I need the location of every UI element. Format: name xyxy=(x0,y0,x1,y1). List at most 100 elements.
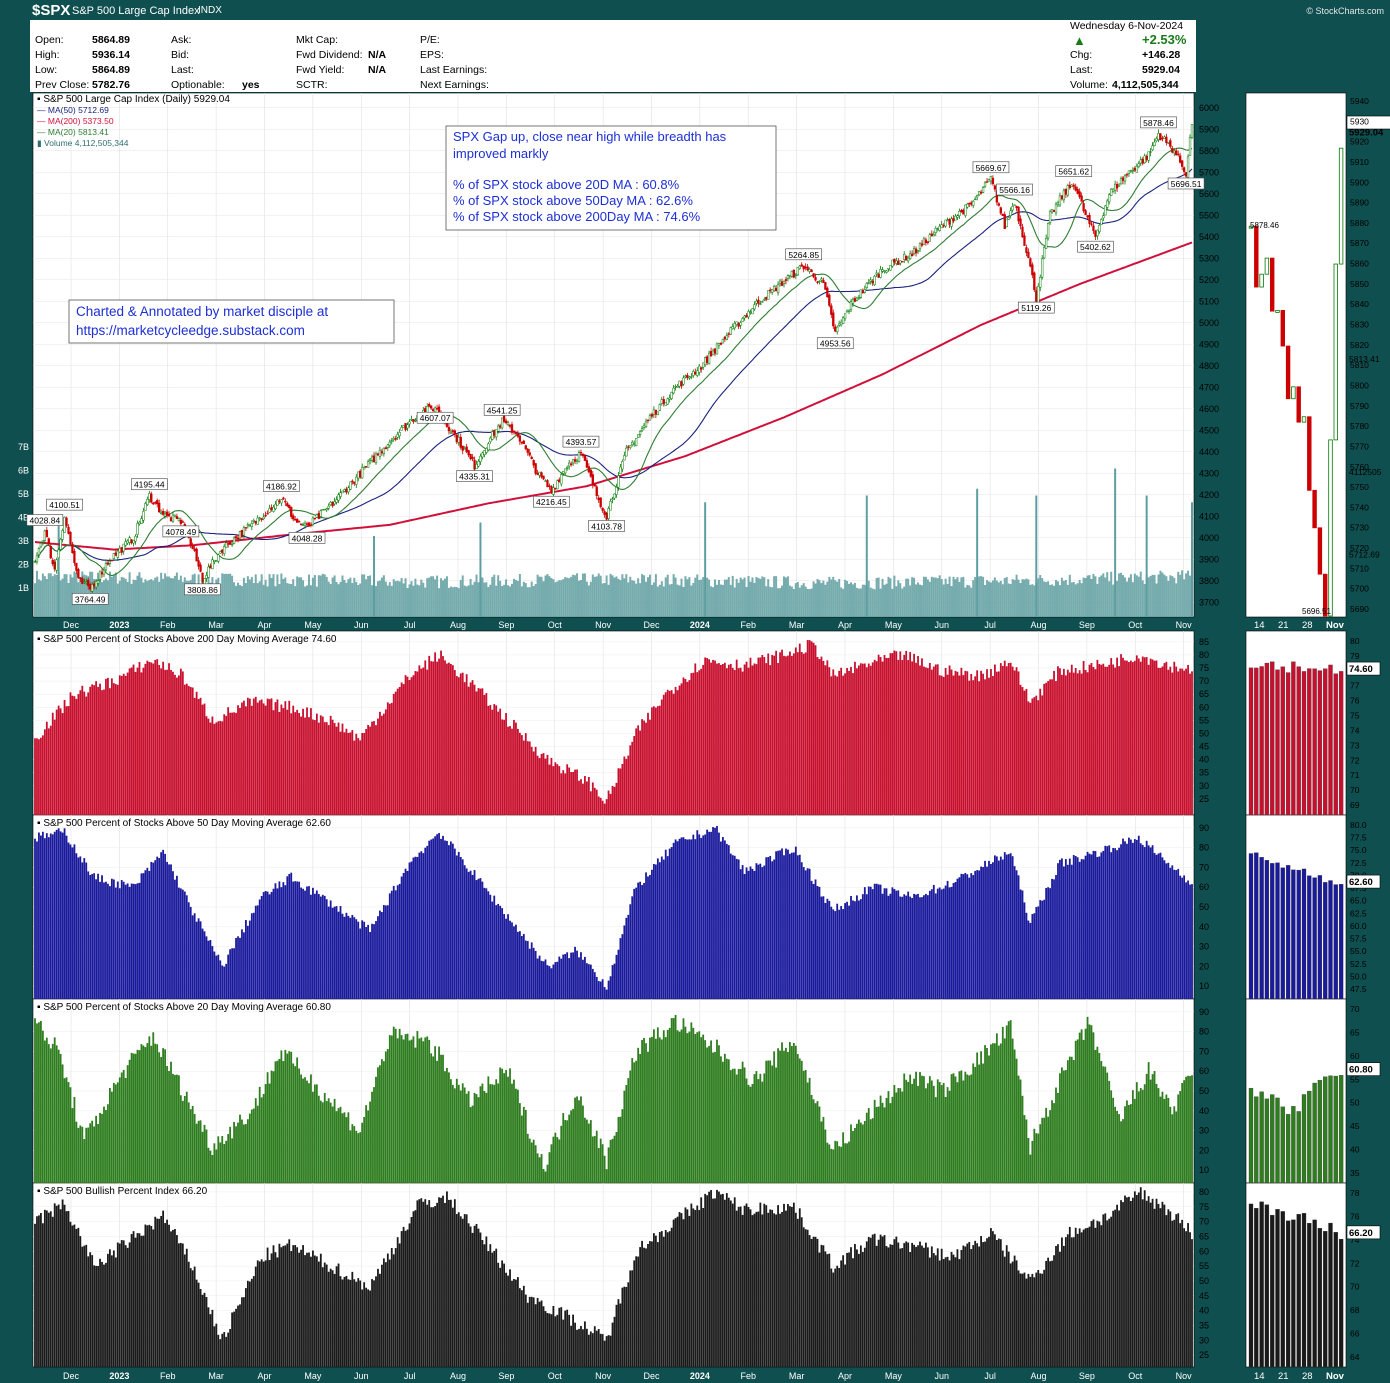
breadth-bar-4 xyxy=(538,1301,541,1367)
breadth-bar-1 xyxy=(834,675,837,815)
breadth-bar-4 xyxy=(266,1247,269,1367)
breadth-bar-2 xyxy=(1096,856,1099,999)
breadth-bar-1 xyxy=(712,659,714,815)
breadth-bar-4 xyxy=(704,1193,707,1367)
candle-body xyxy=(140,518,143,524)
breadth-bar-1 xyxy=(751,665,754,815)
breadth-bar-3 xyxy=(509,1068,511,1183)
breadth-bar-3 xyxy=(623,1090,626,1183)
breadth-bar-3 xyxy=(694,1034,697,1183)
breadth-bar-3 xyxy=(294,1066,297,1183)
breadth-tick-1-30: 30 xyxy=(1199,781,1209,791)
breadth-bar-3 xyxy=(639,1053,642,1183)
volume-bar xyxy=(924,576,927,617)
candle-body xyxy=(940,224,943,229)
breadth-bar-3 xyxy=(580,1096,582,1183)
breadth-bar-4 xyxy=(195,1279,198,1367)
breadth-bar-1 xyxy=(901,659,904,815)
breadth-bar-1 xyxy=(440,650,442,815)
breadth-bar-1 xyxy=(757,657,760,815)
volume-bar xyxy=(970,587,973,617)
candle-body xyxy=(822,280,825,283)
breadth-bar-2 xyxy=(294,881,297,999)
breadth-bar-1 xyxy=(507,726,509,815)
detail-bar-2 xyxy=(1280,867,1285,1000)
volume-bar xyxy=(499,580,502,617)
detail-tick-1-71: 71 xyxy=(1350,770,1360,780)
breadth-bar-4 xyxy=(1049,1261,1051,1367)
breadth-bar-4 xyxy=(357,1278,360,1367)
candle-body xyxy=(353,481,356,484)
breadth-bar-3 xyxy=(635,1060,638,1183)
breadth-bar-1 xyxy=(897,659,900,815)
candle-body xyxy=(382,447,386,454)
candle-body xyxy=(621,461,624,470)
breadth-bar-2 xyxy=(1078,861,1081,999)
candle-body xyxy=(1039,277,1042,288)
breadth-bar-4 xyxy=(457,1212,460,1367)
breadth-bar-2 xyxy=(394,890,397,999)
breadth-bar-2 xyxy=(960,873,963,999)
breadth-bar-1 xyxy=(899,651,902,815)
breadth-bar-4 xyxy=(246,1280,249,1367)
breadth-bar-3 xyxy=(790,1046,793,1183)
detail-bar-1 xyxy=(1317,670,1323,816)
breadth-tick-2-60: 60 xyxy=(1199,882,1209,892)
candle-body xyxy=(741,318,744,322)
breadth-bar-1 xyxy=(87,692,90,815)
volume-bar xyxy=(962,576,965,617)
volume-bar xyxy=(451,587,454,617)
volume-bar xyxy=(392,579,395,617)
breadth-bar-2 xyxy=(564,954,567,999)
breadth-bar-2 xyxy=(254,905,257,999)
price-label-box xyxy=(785,248,823,261)
breadth-bar-3 xyxy=(382,1061,385,1183)
volume-bar xyxy=(1015,574,1018,617)
breadth-bar-3 xyxy=(1108,1080,1111,1183)
candle-body xyxy=(804,266,807,269)
candle-body xyxy=(1155,138,1158,142)
breadth-bar-3 xyxy=(1149,1079,1152,1183)
detail-candle xyxy=(1301,416,1307,423)
breadth-bar-2 xyxy=(1114,848,1117,999)
optionable-value: yes xyxy=(242,79,260,91)
month-label-top-Sep: Sep xyxy=(1079,620,1095,630)
volume-bar xyxy=(755,576,758,617)
breadth-bar-4 xyxy=(89,1252,92,1367)
volume-bar xyxy=(980,576,983,617)
candle-body xyxy=(680,381,683,387)
breadth-bar-4 xyxy=(1094,1227,1097,1367)
breadth-bar-2 xyxy=(649,874,651,999)
breadth-bar-2 xyxy=(796,855,799,999)
breadth-bar-3 xyxy=(195,1123,198,1183)
month-label-top-Apr: Apr xyxy=(838,620,852,630)
breadth-bar-4 xyxy=(601,1334,604,1367)
breadth-bar-3 xyxy=(733,1068,736,1183)
detail-price-tick-5790: 5790 xyxy=(1350,401,1369,411)
candle-body xyxy=(225,542,228,549)
breadth-bar-2 xyxy=(241,929,243,999)
breadth-bar-1 xyxy=(304,717,306,815)
breadth-bar-1 xyxy=(1013,670,1016,815)
volume-bar xyxy=(152,580,155,617)
breadth-bar-3 xyxy=(327,1098,330,1183)
candle-body xyxy=(1135,165,1138,173)
breadth-bar-3 xyxy=(377,1067,379,1183)
breadth-bar-4 xyxy=(840,1260,843,1367)
breadth-bar-3 xyxy=(749,1086,752,1183)
breadth-bar-2 xyxy=(840,906,843,999)
volume-bar xyxy=(420,579,423,617)
breadth-bar-3 xyxy=(962,1080,965,1183)
volume-bar xyxy=(920,585,923,617)
breadth-bar-1 xyxy=(1053,670,1055,815)
up-arrow-icon: ▲ xyxy=(1073,33,1086,48)
breadth-bar-3 xyxy=(1053,1103,1055,1183)
breadth-bar-1 xyxy=(1086,672,1089,815)
breadth-bar-1 xyxy=(597,796,600,815)
volume-bar xyxy=(1074,584,1077,617)
breadth-bar-2 xyxy=(373,924,375,999)
breadth-bar-4 xyxy=(319,1253,322,1367)
candle-body xyxy=(1092,225,1095,231)
volume-bar xyxy=(408,584,411,617)
month-label-bottom-Oct: Oct xyxy=(548,1371,563,1381)
